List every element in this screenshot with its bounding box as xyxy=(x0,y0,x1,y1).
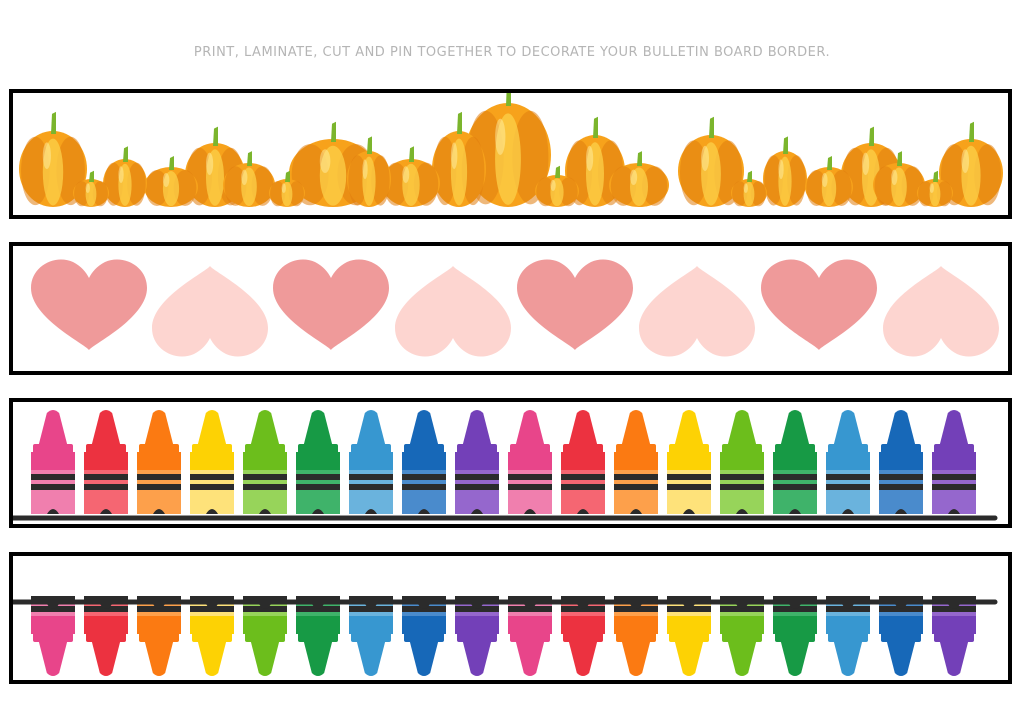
heart-icon xyxy=(761,259,877,350)
crayon-orange xyxy=(137,410,181,514)
pumpkin xyxy=(103,146,147,207)
crayon-purple xyxy=(932,596,976,676)
heart-inverted-icon xyxy=(639,266,755,357)
crayon-green xyxy=(296,596,340,676)
pumpkin xyxy=(223,151,275,207)
crayon-yellow xyxy=(667,410,711,514)
inverted-crayon-group xyxy=(31,596,976,676)
pumpkin xyxy=(432,111,486,207)
pumpkin xyxy=(678,116,744,207)
crayon-yellow xyxy=(667,596,711,676)
crayon-sky xyxy=(349,410,393,514)
pumpkin xyxy=(873,151,925,207)
pumpkin xyxy=(347,136,391,207)
crayon-border-strip-up xyxy=(9,398,1012,528)
pumpkin xyxy=(805,156,853,207)
crayon-pink xyxy=(508,596,552,676)
pumpkin xyxy=(269,170,305,207)
pumpkin xyxy=(465,93,551,207)
crayon-red xyxy=(84,410,128,514)
crayon-orange xyxy=(614,410,658,514)
crayon-yellow xyxy=(190,410,234,514)
heart-inverted-icon xyxy=(152,266,268,357)
heart-border-strip xyxy=(9,242,1012,375)
crayon-row-up xyxy=(13,410,998,521)
crayon-lime xyxy=(243,410,287,514)
pumpkin xyxy=(609,151,669,207)
crayon-green xyxy=(773,596,817,676)
crayon-orange xyxy=(137,596,181,676)
heart-inverted-icon xyxy=(883,266,999,357)
heart-icon xyxy=(517,259,633,350)
crayon-sky xyxy=(826,410,870,514)
pumpkin xyxy=(73,170,109,207)
crayon-orange xyxy=(614,596,658,676)
crayon-blue xyxy=(879,410,923,514)
heart-icon xyxy=(273,259,389,350)
crayon-sky xyxy=(826,596,870,676)
instruction-text: PRINT, LAMINATE, CUT AND PIN TOGETHER TO… xyxy=(193,45,831,60)
heart-row xyxy=(31,259,999,357)
pumpkin xyxy=(763,136,807,207)
crayon-lime xyxy=(720,596,764,676)
crayon-blue xyxy=(402,410,446,514)
crayon-red xyxy=(561,596,605,676)
pumpkin xyxy=(731,170,767,207)
crayon-blue xyxy=(402,596,446,676)
crayon-red xyxy=(561,410,605,514)
pumpkin xyxy=(917,170,953,207)
crayon-sky xyxy=(349,596,393,676)
crayon-border-strip-down xyxy=(9,552,1012,684)
crayon-green xyxy=(296,410,340,514)
crayon-green xyxy=(773,410,817,514)
pumpkin-row xyxy=(19,93,1003,207)
crayon-pink xyxy=(31,596,75,676)
pumpkin xyxy=(939,121,1003,207)
crayon-pink xyxy=(508,410,552,514)
crayon-blue xyxy=(879,596,923,676)
crayon-row-down xyxy=(13,596,998,676)
heart-icon xyxy=(31,259,147,350)
heart-inverted-icon xyxy=(395,266,511,357)
crayon-purple xyxy=(455,596,499,676)
crayon-lime xyxy=(243,596,287,676)
crayon-red xyxy=(84,596,128,676)
crayon-purple xyxy=(455,410,499,514)
pumpkin xyxy=(144,156,198,207)
pumpkin-border-strip xyxy=(9,89,1012,219)
crayon-yellow xyxy=(190,596,234,676)
pumpkin xyxy=(535,165,579,207)
crayon-purple xyxy=(932,410,976,514)
crayon-pink xyxy=(31,410,75,514)
crayon-lime xyxy=(720,410,764,514)
